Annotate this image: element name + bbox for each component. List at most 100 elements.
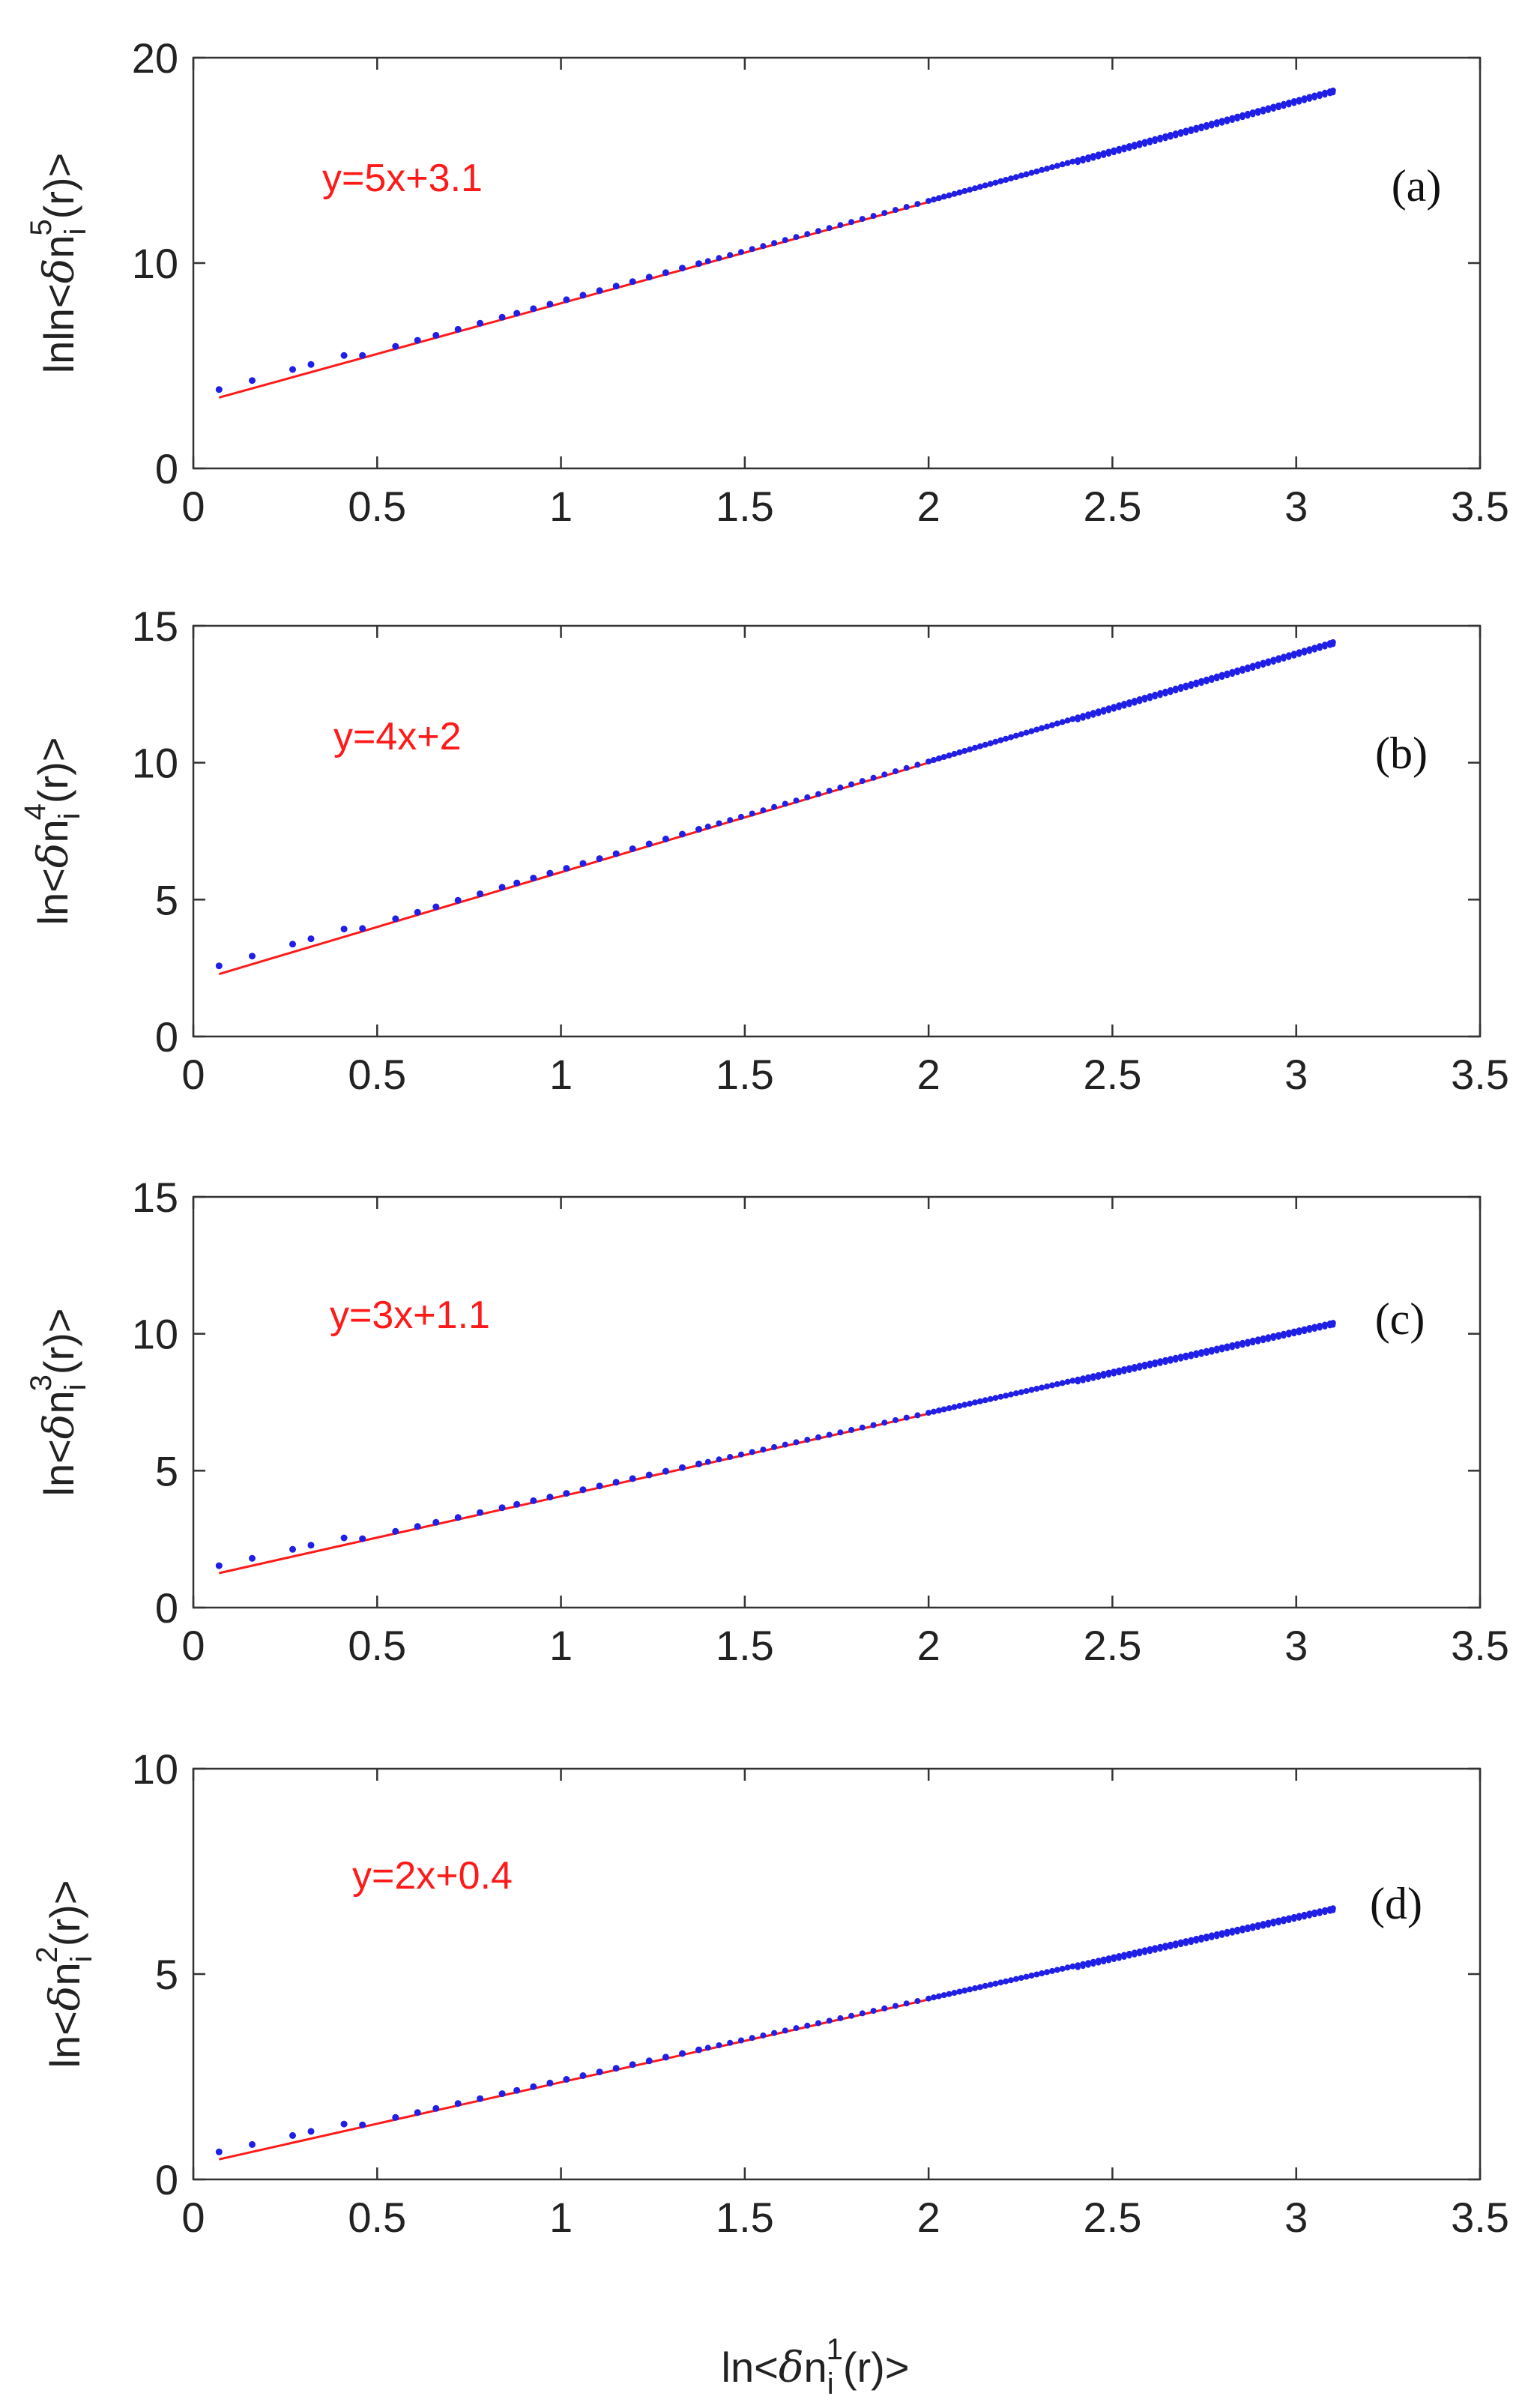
data-point xyxy=(1193,682,1199,688)
data-point xyxy=(1044,166,1051,172)
data-point xyxy=(1281,656,1287,662)
x-tick-label: 2 xyxy=(917,483,940,530)
data-series xyxy=(215,1905,1336,2155)
data-point xyxy=(914,201,921,208)
data-point xyxy=(1204,1351,1210,1357)
data-point xyxy=(1234,1929,1240,1935)
data-point xyxy=(976,1984,983,1991)
data-point xyxy=(982,1397,988,1404)
data-point xyxy=(1198,1351,1204,1357)
data-point xyxy=(679,2050,686,2057)
data-point xyxy=(1270,106,1276,112)
data-point xyxy=(307,2128,315,2135)
data-point xyxy=(826,1431,833,1438)
data-point xyxy=(1121,1955,1127,1960)
data-point xyxy=(940,1992,947,1999)
data-point xyxy=(727,2039,734,2046)
data-point xyxy=(1322,1324,1328,1330)
data-point xyxy=(961,1401,968,1408)
data-point xyxy=(1121,1369,1127,1375)
data-point xyxy=(826,225,833,232)
axes-frame xyxy=(192,1195,1482,1609)
data-point xyxy=(716,820,722,827)
data-point xyxy=(1260,109,1266,115)
data-point xyxy=(1183,130,1189,136)
data-point xyxy=(662,836,669,842)
data-point xyxy=(679,830,686,838)
data-point xyxy=(987,740,994,746)
data-point xyxy=(1234,1343,1240,1349)
data-point xyxy=(340,2120,348,2128)
x-tick-label: 3 xyxy=(1284,2194,1308,2241)
y-axis-label: lnln<δni5(r)> xyxy=(25,153,92,374)
data-point xyxy=(1059,1965,1066,1972)
data-point xyxy=(1012,732,1019,739)
data-point xyxy=(662,2054,669,2061)
data-point xyxy=(1132,144,1138,150)
data-point xyxy=(498,2090,506,2098)
data-point xyxy=(1147,1949,1153,1955)
data-point xyxy=(782,1441,788,1448)
data-point xyxy=(1219,675,1225,681)
data-point xyxy=(1173,1357,1179,1363)
data-point xyxy=(749,1449,755,1455)
data-point xyxy=(546,1494,554,1500)
data-point xyxy=(1116,148,1122,154)
data-point xyxy=(793,234,800,241)
data-point xyxy=(972,1399,978,1406)
data-point xyxy=(414,337,421,344)
data-point xyxy=(1106,151,1111,157)
data-point xyxy=(1121,147,1127,153)
x-tick-label: 2 xyxy=(917,1051,940,1098)
data-point xyxy=(1168,1944,1174,1950)
data-point xyxy=(392,915,399,923)
data-point xyxy=(760,2032,767,2039)
data-point xyxy=(940,754,947,760)
data-point xyxy=(645,840,653,848)
data-point xyxy=(1080,1377,1086,1383)
data-point xyxy=(1142,1364,1148,1370)
y-tick-label: 5 xyxy=(155,1951,178,1998)
data-point xyxy=(1111,1957,1117,1962)
panel-c: 0 0.5 1 1.5 2 2.5 3 3.5 0 5 10 15 ln<δni3(r)> y=3x+1.… xyxy=(25,1174,1509,1669)
data-point xyxy=(1075,1379,1081,1385)
data-point xyxy=(1028,728,1035,734)
data-point xyxy=(340,926,348,933)
data-point xyxy=(951,190,958,197)
data-point xyxy=(972,744,978,751)
data-point xyxy=(1090,1961,1096,1967)
data-point xyxy=(946,752,952,758)
data-point xyxy=(1064,717,1071,724)
data-point xyxy=(1286,654,1292,660)
x-tick-label: 2.5 xyxy=(1083,483,1141,530)
data-point xyxy=(987,181,994,187)
data-point xyxy=(629,1475,636,1482)
data-point xyxy=(1296,1915,1302,1921)
data-point xyxy=(782,237,788,244)
data-point xyxy=(563,2076,570,2083)
data-point xyxy=(215,962,223,970)
data-point xyxy=(695,260,702,268)
data-point xyxy=(1142,697,1148,703)
data-point xyxy=(1162,1360,1168,1366)
data-point xyxy=(1023,1973,1030,1980)
data-point xyxy=(1302,97,1307,103)
data-point xyxy=(859,2010,866,2017)
axes-frame xyxy=(192,1767,1482,2181)
data-point xyxy=(967,1986,973,1993)
fit-equation: y=3x+1.1 xyxy=(330,1294,490,1337)
data-point xyxy=(931,1408,937,1415)
data-point xyxy=(1275,1920,1281,1925)
data-point xyxy=(414,1523,421,1530)
data-point xyxy=(1064,1378,1071,1385)
data-point xyxy=(1265,660,1271,666)
y-axis-label: ln<δni3(r)> xyxy=(25,1309,92,1497)
y-tick-label: 15 xyxy=(132,603,178,650)
data-point xyxy=(967,1400,973,1407)
data-point xyxy=(1214,676,1220,682)
data-point xyxy=(629,278,636,286)
data-point xyxy=(782,800,788,807)
data-point xyxy=(1265,1922,1271,1928)
data-point xyxy=(432,1518,440,1526)
data-point xyxy=(1012,174,1019,181)
